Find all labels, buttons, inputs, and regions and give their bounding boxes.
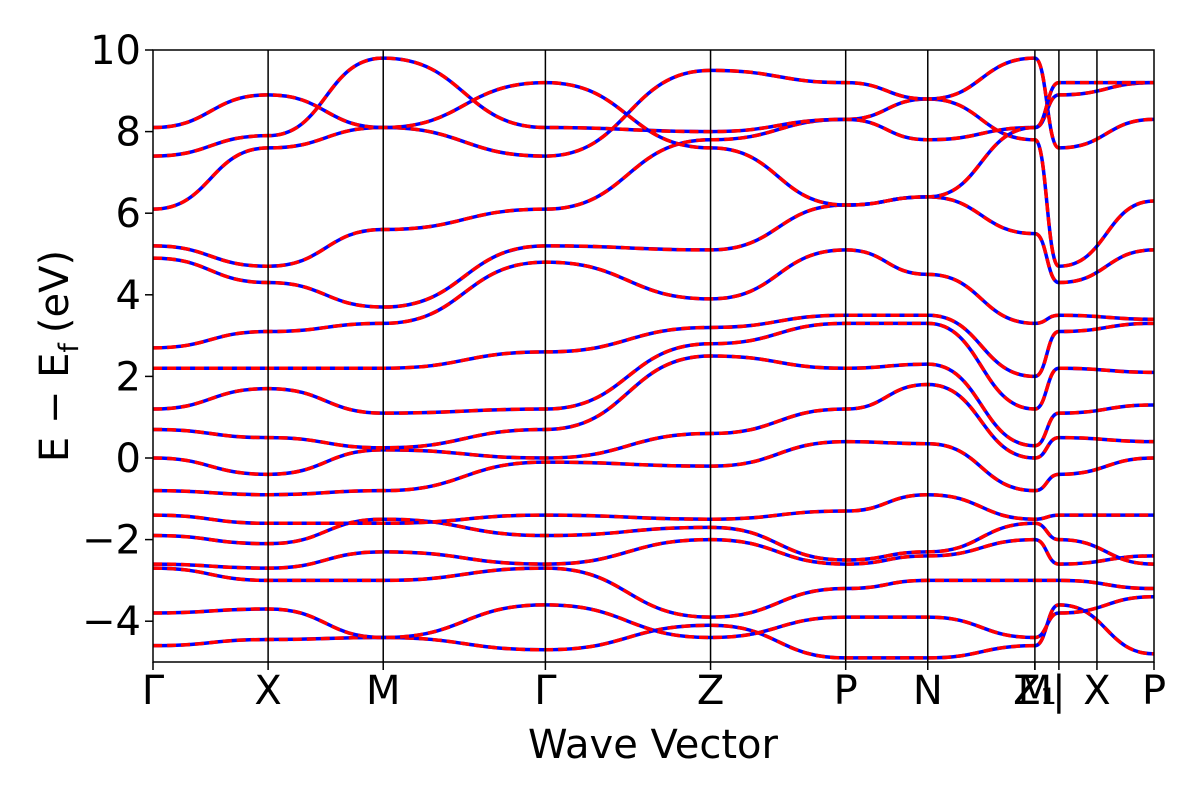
y-tick-label-0: −4 — [82, 599, 141, 645]
band-line-red-5 — [153, 492, 1154, 526]
x-tick-label-8: M — [1018, 668, 1053, 714]
band-line-red-11 — [153, 248, 1154, 350]
x-tick-label-1: X — [254, 668, 281, 714]
x-tick-label-9: | — [1052, 668, 1065, 714]
band-line-red-14 — [153, 56, 1154, 211]
band-line-red-6 — [153, 439, 1154, 497]
band-line-blue-6 — [153, 439, 1154, 497]
y-axis-label-unit: (eV) — [32, 250, 78, 333]
band-line-red-8 — [153, 354, 1154, 450]
band-line-blue-15 — [153, 56, 1154, 158]
band-line-red-4 — [153, 517, 1154, 566]
band-line-red-10 — [153, 313, 1154, 379]
y-tick-label-1: −2 — [82, 518, 141, 564]
x-tick-label-2: M — [366, 668, 401, 714]
y-tick-label-4: 4 — [116, 273, 141, 319]
plot-frame — [152, 49, 1155, 663]
x-tick-label-3: Γ — [534, 668, 557, 714]
x-tick-label-4: Z — [697, 668, 724, 714]
x-tick-label-5: P — [834, 668, 858, 714]
x-tick-label-11: P — [1142, 668, 1166, 714]
x-axis-ticks: Γ X M Γ Z P N Z₁M | X P — [142, 662, 1166, 714]
y-axis-ticks: −4 −2 0 2 4 6 8 10 — [82, 28, 153, 645]
band-line-red-13 — [153, 97, 1154, 268]
x-tick-label-10: X — [1083, 668, 1110, 714]
band-line-blue-9 — [153, 321, 1154, 415]
band-line-red-3 — [153, 537, 1154, 570]
x-tick-label-0: Γ — [142, 668, 165, 714]
band-line-red-15 — [153, 56, 1154, 158]
bands-layer — [153, 56, 1154, 660]
band-line-blue-5 — [153, 492, 1154, 526]
y-axis-label-main: E − E — [32, 353, 78, 463]
band-line-blue-1 — [153, 594, 1154, 640]
y-axis-label-sub: f — [54, 342, 85, 353]
high-symmetry-lines — [267, 50, 1098, 662]
y-tick-label-3: 2 — [116, 354, 141, 400]
band-line-red-12 — [153, 195, 1154, 309]
x-tick-label-7: Z₁ — [1013, 668, 1056, 714]
x-tick-label-6: N — [913, 668, 943, 714]
y-axis-label: E − Ef (eV) — [32, 250, 85, 462]
x-axis-label: Wave Vector — [528, 722, 779, 768]
y-tick-label-5: 6 — [116, 191, 141, 237]
y-tick-label-7: 10 — [90, 28, 141, 74]
band-line-blue-2 — [153, 566, 1154, 619]
band-line-red-2 — [153, 566, 1154, 619]
y-tick-label-6: 8 — [116, 110, 141, 156]
y-tick-label-2: 0 — [116, 436, 141, 482]
